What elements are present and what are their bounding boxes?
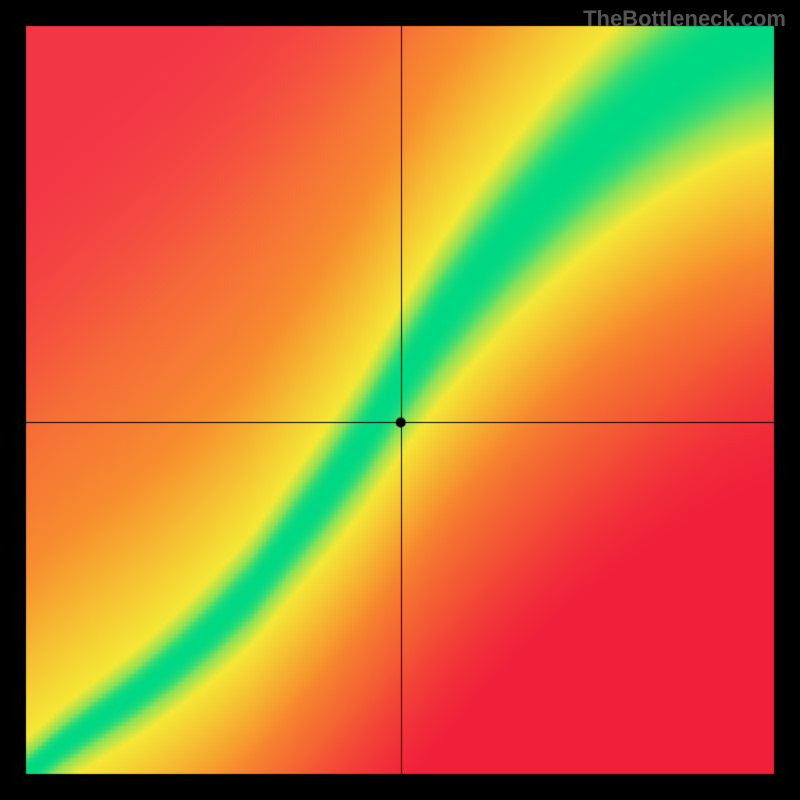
chart-container: TheBottleneck.com xyxy=(0,0,800,800)
watermark-text: TheBottleneck.com xyxy=(583,6,786,32)
bottleneck-heatmap xyxy=(0,0,800,800)
